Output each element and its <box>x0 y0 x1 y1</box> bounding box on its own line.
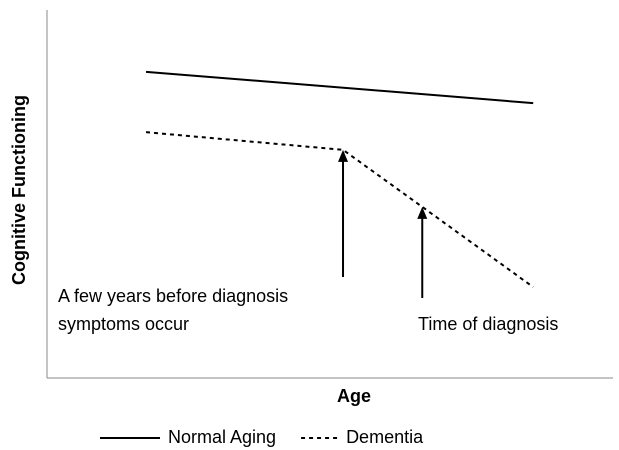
legend-label: Dementia <box>346 427 424 447</box>
annotation-text: symptoms occur <box>58 314 189 334</box>
annotation-text: A few years before diagnosis <box>58 286 288 306</box>
y-axis-label: Cognitive Functioning <box>9 95 29 285</box>
annotation-text: Time of diagnosis <box>418 314 558 334</box>
arrowhead <box>338 149 349 162</box>
legend-label: Normal Aging <box>168 427 276 447</box>
series-line <box>145 131 534 288</box>
series-line <box>145 70 534 105</box>
arrowhead <box>417 206 428 219</box>
x-axis-label: Age <box>337 386 371 406</box>
